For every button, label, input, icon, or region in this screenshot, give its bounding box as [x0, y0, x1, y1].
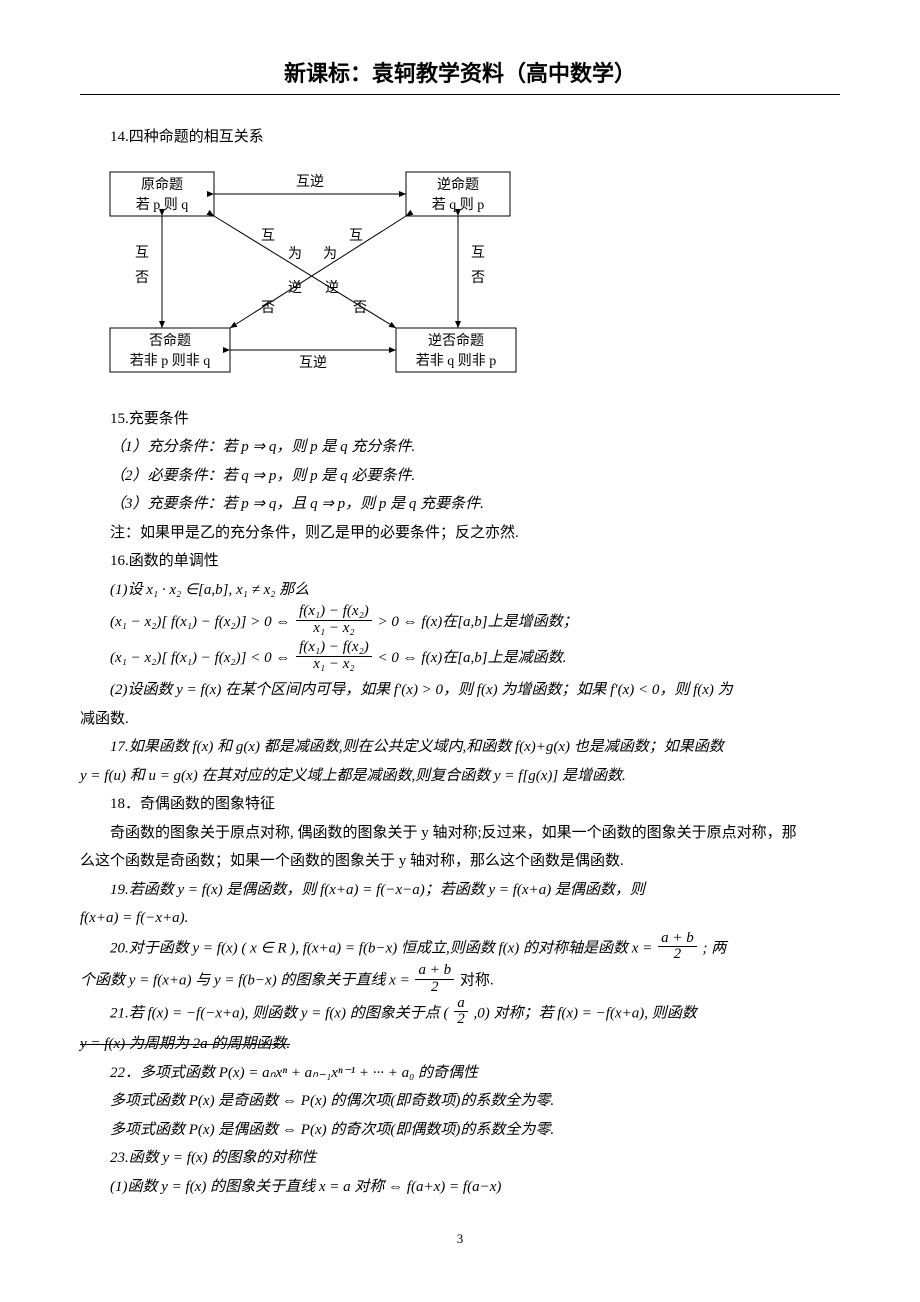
document-page: 新课标：袁轲教学资料（高中数学） 14.四种命题的相互关系 原命题 若 p 则 … — [0, 0, 920, 1287]
svg-text:为: 为 — [323, 246, 337, 262]
sec17-l2: y = f(u) 和 u = g(x) 在其对应的定义域上都是减函数,则复合函数… — [80, 762, 840, 791]
svg-text:为: 为 — [288, 246, 302, 262]
diagram-svg: 原命题 若 p 则 q 逆命题 若 q 则 p 否命题 若非 p 则非 q 逆否… — [100, 162, 520, 382]
svg-text:互: 互 — [349, 229, 363, 244]
svg-text:若非 q 则非 p: 若非 q 则非 p — [416, 353, 497, 369]
svg-text:逆否命题: 逆否命题 — [428, 332, 484, 349]
sec16-formula1: (x₁ − x₂)[ f(x₁) − f(x₂)] > 0 ⇔ f(x₁) − … — [110, 604, 840, 640]
page-number: 3 — [80, 1231, 840, 1247]
sec21-l2: y = f(x) 为周期为 2a 的周期函数. — [80, 1030, 840, 1059]
page-title: 新课标：袁轲教学资料（高中数学） — [80, 56, 840, 88]
sec18-l1: 奇函数的图象关于原点对称, 偶函数的图象关于 y 轴对称;反过来，如果一个函数的… — [80, 819, 840, 848]
node-contrapositive: 逆否命题 若非 q 则非 p — [396, 328, 516, 372]
sec15-l3: （3）充要条件：若 p ⇒ q，且 q ⇒ p，则 p 是 q 充要条件. — [80, 490, 840, 519]
sec16-formula2: (x₁ − x₂)[ f(x₁) − f(x₂)] < 0 ⇔ f(x₁) − … — [110, 640, 840, 676]
svg-text:逆: 逆 — [288, 280, 302, 296]
sec20-l2: 个函数 y = f(x+a) 与 y = f(b−x) 的图象关于直线 x = … — [80, 965, 840, 998]
sec15-l1: （1）充分条件：若 p ⇒ q，则 p 是 q 充分条件. — [80, 433, 840, 462]
sec19-l2: f(x+a) = f(−x+a). — [80, 904, 840, 933]
sec15-note: 注：如果甲是乙的充分条件，则乙是甲的必要条件；反之亦然. — [80, 519, 840, 548]
sec21-l1: 21.若 f(x) = −f(−x+a), 则函数 y = f(x) 的图象关于… — [80, 998, 840, 1031]
sec15-l2: （2）必要条件：若 q ⇒ p，则 p 是 q 必要条件. — [80, 462, 840, 491]
sec22-l1: 多项式函数 P(x) 是奇函数 ⇔ P(x) 的偶次项(即奇数项)的系数全为零. — [80, 1087, 840, 1116]
sec16-l2b: 减函数. — [80, 705, 840, 734]
svg-text:若 p 则 q: 若 p 则 q — [136, 197, 189, 213]
sec22-l2: 多项式函数 P(x) 是偶函数 ⇔ P(x) 的奇次项(即偶数项)的系数全为零. — [80, 1116, 840, 1145]
sec23-l1: (1)函数 y = f(x) 的图象关于直线 x = a 对称 ⇔ f(a+x)… — [80, 1173, 840, 1202]
svg-text:互逆: 互逆 — [296, 174, 324, 190]
sec19-l1: 19.若函数 y = f(x) 是偶函数，则 f(x+a) = f(−x−a)；… — [80, 876, 840, 905]
sec15-heading: 15.充要条件 — [80, 405, 840, 434]
sec16-l2: (2)设函数 y = f(x) 在某个区间内可导，如果 f′(x) > 0，则 … — [80, 676, 840, 705]
svg-text:否: 否 — [471, 271, 485, 286]
sec22-h: 22．多项式函数 P(x) = aₙxⁿ + aₙ₋₁xⁿ⁻¹ + ··· + … — [80, 1059, 840, 1088]
svg-text:互: 互 — [261, 229, 275, 244]
svg-text:互: 互 — [471, 246, 485, 261]
svg-text:否: 否 — [353, 301, 367, 316]
svg-text:逆命题: 逆命题 — [437, 176, 479, 193]
svg-text:原命题: 原命题 — [141, 176, 183, 193]
sec16-l1: (1)设 x₁ · x₂ ∈[a,b], x₁ ≠ x₂ 那么 — [80, 576, 840, 605]
svg-text:否命题: 否命题 — [149, 332, 191, 349]
svg-text:互逆: 互逆 — [299, 355, 327, 371]
sec20-l1: 20.对于函数 y = f(x) ( x ∈ R ), f(x+a) = f(b… — [80, 933, 840, 966]
sec23-h: 23.函数 y = f(x) 的图象的对称性 — [80, 1144, 840, 1173]
sec16-heading: 16.函数的单调性 — [80, 547, 840, 576]
propositions-diagram: 原命题 若 p 则 q 逆命题 若 q 则 p 否命题 若非 p 则非 q 逆否… — [100, 162, 840, 387]
svg-text:否: 否 — [135, 271, 149, 286]
node-negation: 否命题 若非 p 则非 q — [110, 328, 230, 372]
sec18-l2: 么这个函数是奇函数；如果一个函数的图象关于 y 轴对称，那么这个函数是偶函数. — [80, 847, 840, 876]
svg-text:若非 p 则非 q: 若非 p 则非 q — [130, 353, 211, 369]
sec18-h: 18．奇偶函数的图象特征 — [80, 790, 840, 819]
svg-text:若 q 则 p: 若 q 则 p — [432, 197, 485, 213]
sec14-heading: 14.四种命题的相互关系 — [80, 123, 840, 152]
svg-text:逆: 逆 — [325, 280, 339, 296]
node-converse: 逆命题 若 q 则 p — [406, 172, 510, 216]
header-rule — [80, 94, 840, 95]
sec17-l1: 17.如果函数 f(x) 和 g(x) 都是减函数,则在公共定义域内,和函数 f… — [80, 733, 840, 762]
svg-text:互: 互 — [135, 246, 149, 261]
node-original: 原命题 若 p 则 q — [110, 172, 214, 216]
svg-text:否: 否 — [261, 301, 275, 316]
